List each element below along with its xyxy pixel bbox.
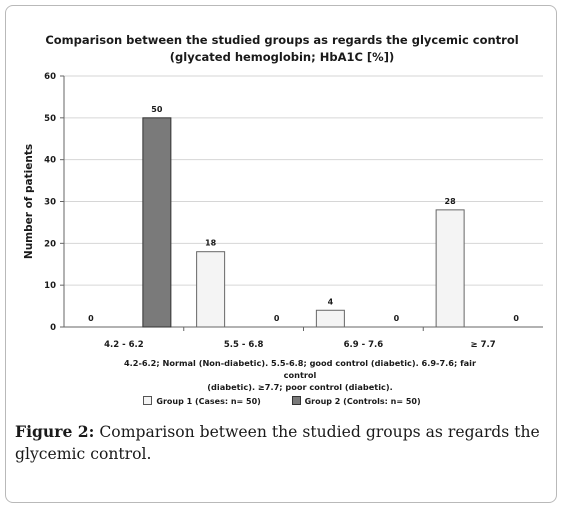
y-tick-label: 30 [44,198,56,208]
y-tick-label: 60 [44,72,56,82]
data-label-1-1: 18 [205,239,217,248]
legend-label-group-2: Group 2 (Controls: n= 50) [304,397,421,406]
legend-swatch-group-1 [143,396,153,405]
figure-caption-text: Comparison between the studied groups as… [15,423,540,463]
data-label-1-2: 4 [328,297,334,306]
category-note: 4.2-6.2; Normal (Non-diabetic). 5.5-6.8;… [120,357,480,393]
data-label-2-1: 0 [274,314,280,323]
legend-swatch-group-2 [291,396,301,405]
figure-frame [5,5,557,503]
legend-label-group-1: Group 1 (Cases: n= 50) [156,397,261,406]
bar-1-3 [435,209,465,328]
data-label-2-2: 0 [394,314,400,323]
y-axis-label: Number of patients [23,144,35,259]
figure-caption: Figure 2: Comparison between the studied… [15,421,545,465]
y-tick-label: 40 [44,156,56,166]
data-label-2-0: 50 [151,105,163,114]
y-tick-label: 20 [44,239,56,249]
chart-title: Comparison between the studied groups as… [45,33,519,47]
legend-item-group-2: Group 2 (Controls: n= 50) [291,396,421,406]
data-label-1-3: 28 [445,197,457,206]
legend-item-group-1: Group 1 (Cases: n= 50) [143,396,261,406]
y-tick-label: 50 [44,114,56,124]
x-tick-label: 6.9 - 7.6 [344,340,384,350]
bar-1-1 [196,251,226,328]
bar-2-0 [142,117,172,328]
x-tick-label: 5.5 - 6.8 [224,340,264,350]
bar-1-2 [315,309,345,328]
data-label-1-0: 0 [88,314,94,323]
chart-subtitle: (glycated hemoglobin; HbA1C [%]) [169,50,395,64]
category-note-line-2: (diabetic). ≥7.7; poor control (diabetic… [207,382,393,392]
figure-caption-label: Figure 2: [15,422,95,441]
y-tick-label: 10 [44,281,56,291]
y-tick-label: 0 [50,323,56,333]
chart-legend: Group 1 (Cases: n= 50) Group 2 (Controls… [0,396,564,406]
category-note-line-1: 4.2-6.2; Normal (Non-diabetic). 5.5-6.8;… [123,358,477,380]
x-tick-label: 4.2 - 6.2 [104,340,144,350]
data-label-2-3: 0 [513,314,519,323]
x-tick-label: ≥ 7.7 [471,340,496,350]
